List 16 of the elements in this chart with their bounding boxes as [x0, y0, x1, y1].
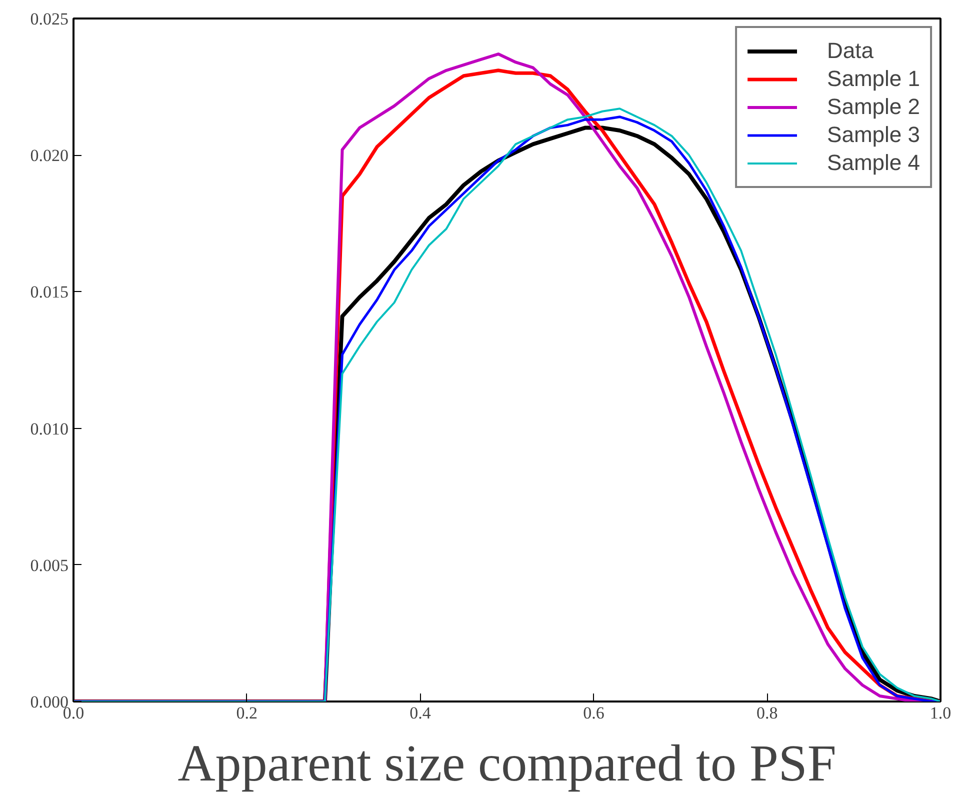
legend-label: Sample 3 — [827, 122, 920, 148]
x-tick-label: 0.2 — [236, 704, 258, 722]
legend-label: Sample 1 — [827, 66, 920, 92]
legend-label: Data — [827, 38, 874, 64]
y-tick-label: 0.005 — [30, 556, 68, 575]
x-axis-title: Apparent size compared to PSF — [178, 736, 836, 792]
legend-label: Sample 4 — [827, 150, 920, 176]
y-tick-label: 0.025 — [30, 10, 68, 28]
x-tick-label: 1.0 — [930, 704, 952, 722]
y-tick-label: 0.020 — [30, 146, 68, 166]
x-tick-label: 0.4 — [410, 704, 432, 722]
x-tick-label: 0.8 — [756, 704, 778, 722]
x-tick-label: 0.6 — [583, 704, 604, 722]
y-tick-label: 0.010 — [30, 419, 68, 438]
y-tick-label: 0.015 — [30, 282, 68, 302]
legend-label: Sample 2 — [827, 94, 920, 120]
